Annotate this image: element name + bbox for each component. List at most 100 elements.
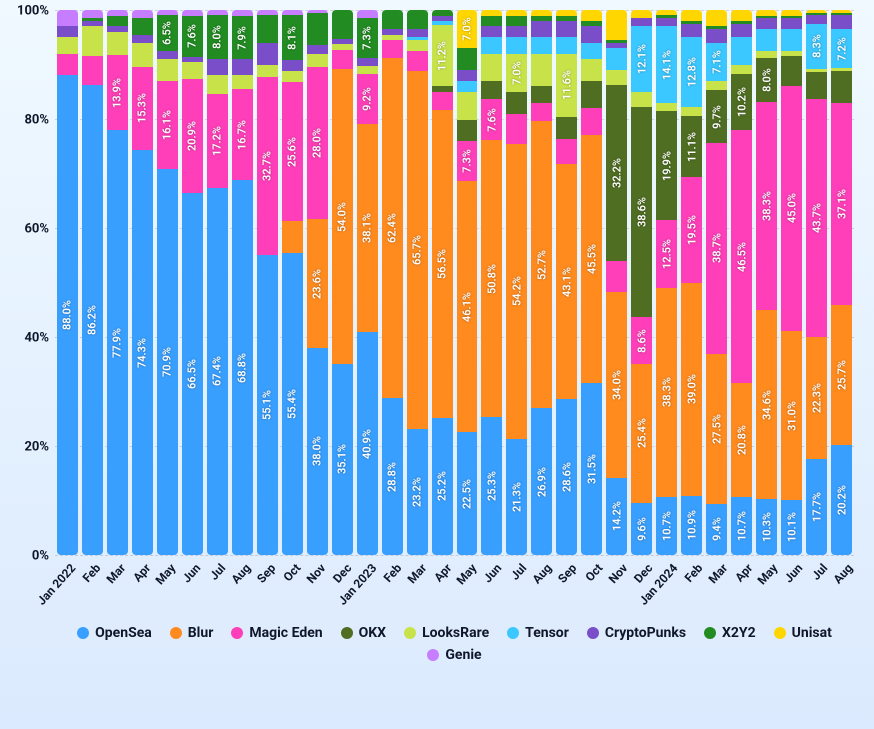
bar-segment-opensea[interactable]: 25.3% xyxy=(481,417,502,555)
bar-segment-magiceden[interactable] xyxy=(82,56,103,85)
bar-segment-cryptopunks[interactable] xyxy=(681,24,702,38)
bar-segment-okx[interactable]: 8.0% xyxy=(756,58,777,102)
bar-segment-opensea[interactable]: 35.1% xyxy=(332,364,353,555)
bar-segment-magiceden[interactable]: 17.2% xyxy=(207,94,228,188)
bar-segment-blur[interactable]: 27.5% xyxy=(706,354,727,504)
bar-segment-cryptopunks[interactable] xyxy=(82,21,103,26)
bar-segment-okx[interactable] xyxy=(581,81,602,108)
bar-segment-x2y2[interactable] xyxy=(257,15,278,42)
bar-segment-tensor[interactable] xyxy=(457,81,478,92)
bar-segment-x2y2[interactable]: 7.3% xyxy=(357,18,378,58)
bar-segment-unisat[interactable] xyxy=(756,10,777,15)
bar-segment-opensea[interactable]: 66.5% xyxy=(182,193,203,555)
bar-segment-x2y2[interactable] xyxy=(581,21,602,26)
bar-segment-looksrare[interactable] xyxy=(481,54,502,81)
bar-segment-okx[interactable] xyxy=(556,117,577,139)
bar-segment-tensor[interactable]: 7.1% xyxy=(706,43,727,82)
bar-segment-opensea[interactable]: 10.7% xyxy=(731,497,752,555)
bar-segment-blur[interactable]: 31.0% xyxy=(781,331,802,500)
bar-segment-tensor[interactable] xyxy=(731,37,752,64)
bar-segment-looksrare[interactable] xyxy=(656,103,677,111)
bar-segment-magiceden[interactable]: 37.1% xyxy=(831,103,852,305)
bar-segment-x2y2[interactable] xyxy=(407,10,428,29)
bar-segment-cryptopunks[interactable] xyxy=(531,21,552,37)
bar-segment-x2y2[interactable] xyxy=(307,13,328,46)
bar-segment-x2y2[interactable] xyxy=(107,16,128,27)
bar-segment-okx[interactable] xyxy=(481,81,502,99)
bar-segment-cryptopunks[interactable] xyxy=(556,21,577,37)
bar-segment-looksrare[interactable] xyxy=(207,75,228,94)
bar-segment-genie[interactable] xyxy=(157,10,178,15)
bar-segment-magiceden[interactable]: 32.7% xyxy=(257,77,278,255)
bar-segment-cryptopunks[interactable] xyxy=(182,57,203,62)
bar-segment-okx[interactable]: 11.1% xyxy=(681,116,702,176)
bar-segment-cryptopunks[interactable] xyxy=(656,18,677,26)
bar-segment-cryptopunks[interactable] xyxy=(282,60,303,71)
bar-segment-opensea[interactable]: 77.9% xyxy=(107,130,128,555)
bar-segment-tensor[interactable] xyxy=(481,37,502,53)
bar-segment-x2y2[interactable] xyxy=(806,13,827,16)
bar-segment-tensor[interactable]: 12.8% xyxy=(681,37,702,107)
bar-segment-okx[interactable]: 32.2% xyxy=(606,85,627,260)
bar-segment-opensea[interactable]: 10.7% xyxy=(656,497,677,555)
legend-item-unisat[interactable]: Unisat xyxy=(774,625,832,641)
bar-segment-blur[interactable]: 46.1% xyxy=(457,181,478,432)
bar-segment-okx[interactable]: 19.9% xyxy=(656,111,677,219)
bar-segment-magiceden[interactable] xyxy=(382,40,403,58)
bar-segment-x2y2[interactable] xyxy=(506,16,527,27)
bar-segment-x2y2[interactable] xyxy=(132,18,153,34)
bar-segment-x2y2[interactable] xyxy=(382,10,403,29)
bar-segment-looksrare[interactable] xyxy=(631,92,652,107)
bar-segment-opensea[interactable]: 10.1% xyxy=(781,500,802,555)
bar-segment-cryptopunks[interactable] xyxy=(207,59,228,75)
legend-item-opensea[interactable]: OpenSea xyxy=(77,625,152,641)
bar-segment-x2y2[interactable] xyxy=(656,15,677,18)
bar-segment-cryptopunks[interactable] xyxy=(781,18,802,29)
bar-segment-genie[interactable] xyxy=(57,10,78,26)
bar-segment-unisat[interactable] xyxy=(631,10,652,18)
bar-segment-cryptopunks[interactable] xyxy=(307,45,328,53)
bar-segment-magiceden[interactable]: 7.6% xyxy=(481,99,502,140)
bar-segment-unisat[interactable] xyxy=(481,10,502,15)
bar-segment-tensor[interactable]: 14.1% xyxy=(656,26,677,103)
bar-segment-okx[interactable] xyxy=(831,71,852,103)
bar-segment-magiceden[interactable] xyxy=(506,114,527,144)
bar-segment-x2y2[interactable] xyxy=(332,10,353,39)
bar-segment-cryptopunks[interactable] xyxy=(407,29,428,37)
bar-segment-okx[interactable] xyxy=(806,72,827,99)
bar-segment-cryptopunks[interactable] xyxy=(631,18,652,26)
bar-segment-x2y2[interactable]: 6.5% xyxy=(157,15,178,50)
bar-segment-unisat[interactable] xyxy=(681,10,702,21)
bar-segment-blur[interactable]: 38.3% xyxy=(656,288,677,497)
bar-segment-looksrare[interactable] xyxy=(307,54,328,67)
bar-segment-looksrare[interactable] xyxy=(382,35,403,40)
bar-segment-okx[interactable] xyxy=(531,86,552,102)
bar-segment-looksrare[interactable] xyxy=(756,51,777,58)
bar-segment-unisat[interactable] xyxy=(781,10,802,15)
bar-segment-magiceden[interactable] xyxy=(432,92,453,110)
bar-segment-cryptopunks[interactable] xyxy=(731,24,752,38)
bar-segment-blur[interactable]: 39.0% xyxy=(681,283,702,496)
bar-segment-magiceden[interactable]: 20.9% xyxy=(182,79,203,193)
bar-segment-magiceden[interactable]: 8.6% xyxy=(631,317,652,364)
bar-segment-opensea[interactable]: 23.2% xyxy=(407,429,428,555)
bar-segment-blur[interactable]: 65.7% xyxy=(407,71,428,429)
bar-segment-looksrare[interactable] xyxy=(332,44,353,49)
bar-segment-genie[interactable] xyxy=(132,10,153,18)
bar-segment-magiceden[interactable]: 25.6% xyxy=(282,82,303,222)
bar-segment-blur[interactable]: 54.0% xyxy=(332,69,353,363)
bar-segment-opensea[interactable]: 9.4% xyxy=(706,504,727,555)
bar-segment-looksrare[interactable] xyxy=(82,26,103,56)
bar-segment-cryptopunks[interactable] xyxy=(332,39,353,44)
bar-segment-opensea[interactable]: 74.3% xyxy=(132,150,153,555)
bar-segment-tensor[interactable]: 7.2% xyxy=(831,29,852,68)
bar-segment-looksrare[interactable] xyxy=(731,65,752,75)
bar-segment-blur[interactable]: 23.6% xyxy=(307,219,328,348)
legend-item-cryptopunks[interactable]: CryptoPunks xyxy=(587,625,686,641)
bar-segment-blur[interactable]: 38.1% xyxy=(357,124,378,332)
bar-segment-genie[interactable] xyxy=(107,10,128,15)
bar-segment-blur[interactable]: 56.5% xyxy=(432,110,453,418)
bar-segment-cryptopunks[interactable] xyxy=(581,26,602,42)
bar-segment-blur[interactable]: 50.8% xyxy=(481,140,502,417)
bar-segment-opensea[interactable]: 28.6% xyxy=(556,399,577,555)
